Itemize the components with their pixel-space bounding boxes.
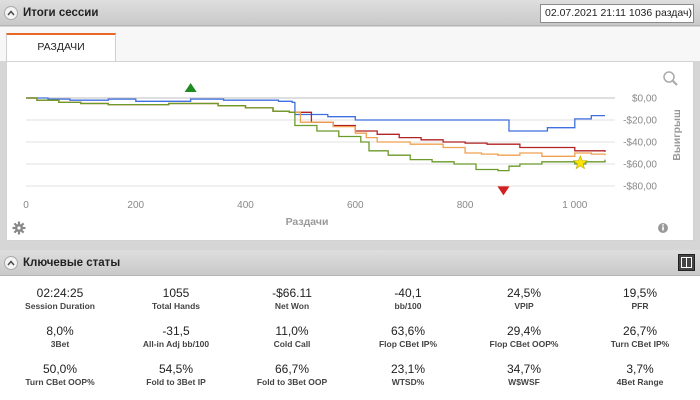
stat-value: 3,7% [626,362,654,376]
stat-label: bb/100 [394,301,422,311]
stat-label: Turn CBet IP% [610,339,670,349]
stat-value: 50,0% [42,362,78,376]
stat-value: -31,5 [162,324,190,338]
stat-label: W$WSF [508,377,540,387]
y-tick-label: -$80,00 [623,182,657,193]
zoom-icon[interactable] [663,71,678,86]
stat-label: Total Hands [151,301,200,311]
stat-value: 24,5% [506,286,542,300]
y-tick-label: -$20,00 [623,116,657,127]
x-tick-label: 1 000 [562,200,587,211]
stat-cell: 54,5% Fold to 3Bet IP [118,362,234,388]
stat-label: 3Bet [50,339,70,349]
x-axis-label: Раздачи [286,216,329,228]
stats-panel-title: Ключевые статы [23,256,121,269]
stat-cell: -$66.11 Net Won [234,286,350,312]
series-line [26,97,606,157]
stat-cell: 02:24:25 Session Duration [2,286,118,312]
stat-label: Cold Call [273,339,311,349]
y-tick-label: -$40,00 [623,138,657,149]
stat-cell: 23,1% WTSD% [350,362,466,388]
session-panel-title: Итоги сессии [23,6,99,19]
stat-label: Session Duration [25,301,95,311]
star-marker [572,155,588,170]
stats-panel-header: Ключевые статы [0,250,700,276]
stat-cell: 50,0% Turn CBet OOP% [2,362,118,388]
stat-label: 4Bet Range [616,377,664,387]
y-axis-label: Выигрыш [671,109,683,161]
stat-value: 63,6% [390,324,426,338]
x-tick-label: 400 [237,200,254,211]
stat-value: 54,5% [158,362,194,376]
x-tick-label: 800 [457,200,474,211]
stat-value: 23,1% [390,362,426,376]
x-tick-label: 600 [347,200,364,211]
collapse-chevron-icon[interactable] [4,255,18,270]
stat-value: 19,5% [622,286,658,300]
series-line [26,97,606,172]
session-selector[interactable]: 02.07.2021 21:11 1036 раздач) [540,4,694,23]
collapse-chevron-icon[interactable] [4,5,18,20]
stat-label: Fold to 3Bet OOP [256,377,328,387]
stat-cell: -40,1 bb/100 [350,286,466,312]
stat-value: 29,4% [506,324,542,338]
stat-value: 34,7% [506,362,542,376]
stat-value: 66,7% [274,362,310,376]
layout-toggle-button[interactable] [678,254,695,271]
x-tick-label: 200 [127,200,144,211]
session-panel-header: Итоги сессии 02.07.2021 21:11 1036 разда… [0,0,700,26]
stat-label: WTSD% [391,377,425,387]
stat-label: Net Won [274,301,310,311]
x-tick-label: 0 [23,200,29,211]
stat-label: Flop CBet IP% [378,339,438,349]
stat-cell: 66,7% Fold to 3Bet OOP [234,362,350,388]
stat-label: PFR [631,301,649,311]
min-marker [497,186,510,196]
stat-cell: 26,7% Turn CBet IP% [582,324,698,350]
stat-label: Fold to 3Bet IP [146,377,206,387]
stat-value: 26,7% [622,324,658,338]
stat-cell: -31,5 All-in Adj bb/100 [118,324,234,350]
stat-cell: 8,0% 3Bet [2,324,118,350]
stat-cell: 63,6% Flop CBet IP% [350,324,466,350]
stat-label: VPIP [514,301,534,311]
layout-icon [681,257,692,268]
stats-grid: 02:24:25 Session Duration 1055 Total Hands -… [0,276,700,400]
stat-value: 02:24:25 [36,286,84,300]
stat-label: Turn CBet OOP% [25,377,95,387]
stat-cell: 24,5% VPIP [466,286,582,312]
stat-label: All-in Adj bb/100 [142,339,210,349]
stat-value: -40,1 [394,286,422,300]
stat-cell: 29,4% Flop CBet OOP% [466,324,582,350]
series-line [26,97,605,132]
tab-hands[interactable]: РАЗДАЧИ [6,33,116,61]
stat-value: 8,0% [46,324,74,338]
stat-value: 1055 [162,286,190,300]
stat-cell: 34,7% W$WSF [466,362,582,388]
tab-bar: РАЗДАЧИ [0,27,700,61]
chart-svg: $0,00 -$20,00 -$40,00 -$60,00 -$80,00 0 200 400… [12,71,683,235]
settings-gear-icon[interactable] [12,221,26,235]
max-marker [184,83,197,92]
y-tick-label: -$60,00 [623,160,657,171]
y-tick-label: $0,00 [632,94,657,105]
stat-label: Flop CBet OOP% [489,339,559,349]
stat-cell: 1055 Total Hands [118,286,234,312]
info-icon[interactable] [658,223,668,233]
stat-cell: 19,5% PFR [582,286,698,312]
stat-cell: 3,7% 4Bet Range [582,362,698,388]
stat-value: 11,0% [275,324,309,338]
stat-cell: 11,0% Cold Call [234,324,350,350]
stat-value: -$66.11 [272,286,312,300]
winnings-chart: $0,00 -$20,00 -$40,00 -$60,00 -$80,00 0 200 400… [6,61,694,241]
